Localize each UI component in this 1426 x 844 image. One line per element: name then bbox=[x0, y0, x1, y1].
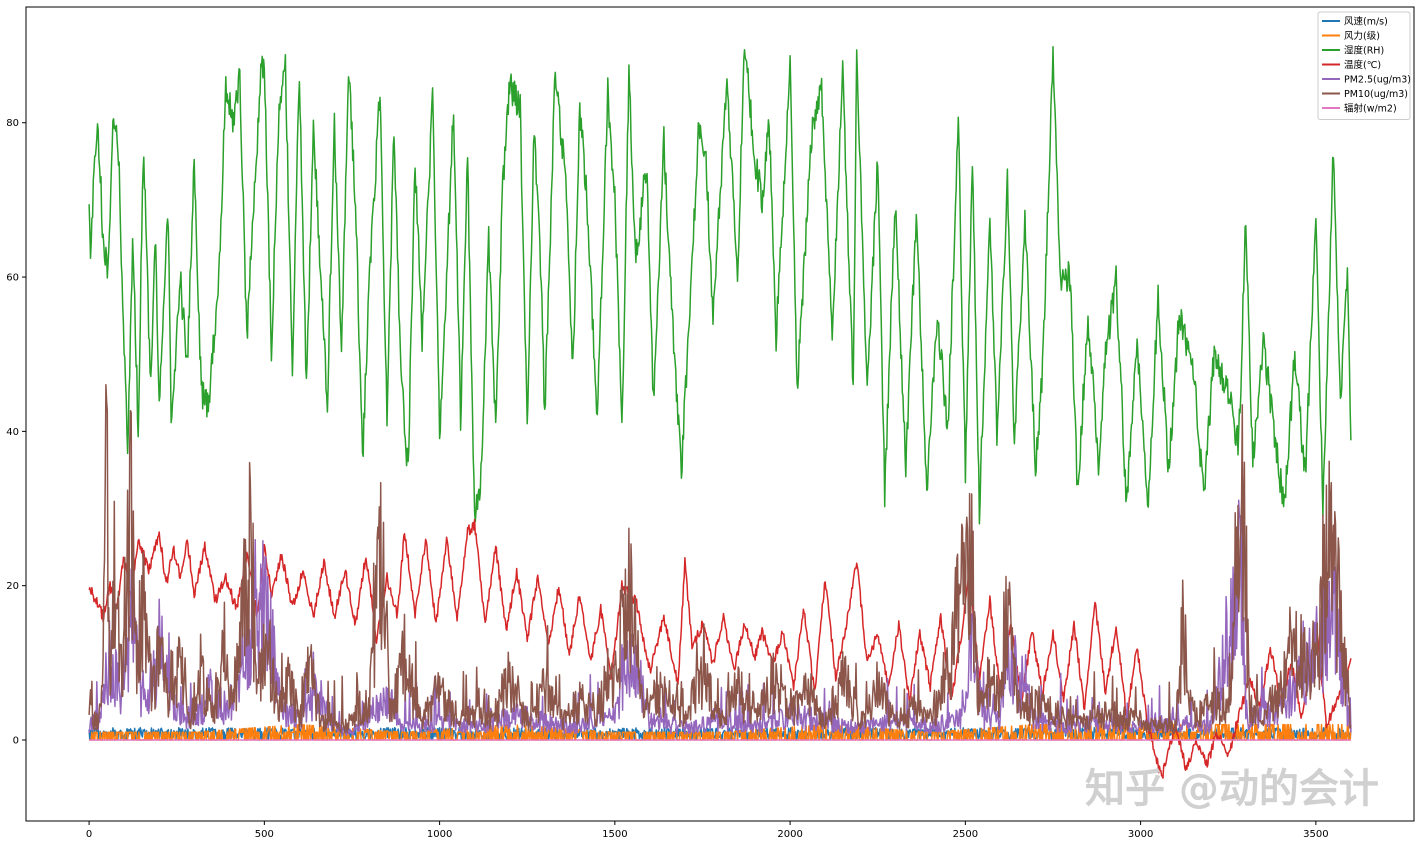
x-tick-label: 1500 bbox=[602, 829, 627, 840]
x-tick-label: 500 bbox=[255, 829, 274, 840]
y-tick-label: 40 bbox=[6, 427, 19, 438]
x-tick-label: 1000 bbox=[427, 829, 452, 840]
legend-label: PM10(ug/m3) bbox=[1344, 89, 1408, 100]
y-tick-label: 60 bbox=[6, 273, 19, 284]
y-tick-label: 20 bbox=[6, 581, 19, 592]
x-tick-label: 2000 bbox=[777, 829, 802, 840]
series-line-2 bbox=[88, 46, 1352, 525]
legend-label: 风速(m/s) bbox=[1344, 17, 1388, 28]
series-line-3 bbox=[88, 518, 1352, 779]
x-tick-label: 3000 bbox=[1128, 829, 1153, 840]
x-tick-label: 2500 bbox=[953, 829, 978, 840]
legend-label: 湿度(RH) bbox=[1344, 45, 1384, 57]
legend-label: 辐射(w/m2) bbox=[1344, 103, 1397, 115]
x-tick-label: 0 bbox=[86, 829, 92, 840]
y-tick-label: 80 bbox=[6, 118, 19, 129]
series-layer bbox=[88, 46, 1352, 779]
watermark-main: 知乎 @动的会计 bbox=[1085, 766, 1379, 812]
x-tick-label: 3500 bbox=[1303, 829, 1328, 840]
plot-frame bbox=[25, 6, 1415, 822]
legend-label: PM2.5(ug/m3) bbox=[1344, 75, 1411, 86]
legend: 风速(m/s) 风力(级) 湿度(RH) 温度(℃) PM2.5(ug/m3) PM10(… bbox=[1317, 11, 1411, 120]
legend-label: 温度(℃) bbox=[1344, 59, 1381, 71]
legend-box bbox=[1317, 11, 1411, 120]
y-tick-label: 0 bbox=[13, 735, 19, 746]
x-ticks: 0 500 1000 1500 2000 2500 3000 3500 bbox=[86, 821, 1329, 840]
y-ticks: 0 20 40 60 80 bbox=[6, 118, 26, 746]
series-line-5 bbox=[88, 384, 1352, 735]
legend-label: 风力(级) bbox=[1344, 30, 1380, 42]
